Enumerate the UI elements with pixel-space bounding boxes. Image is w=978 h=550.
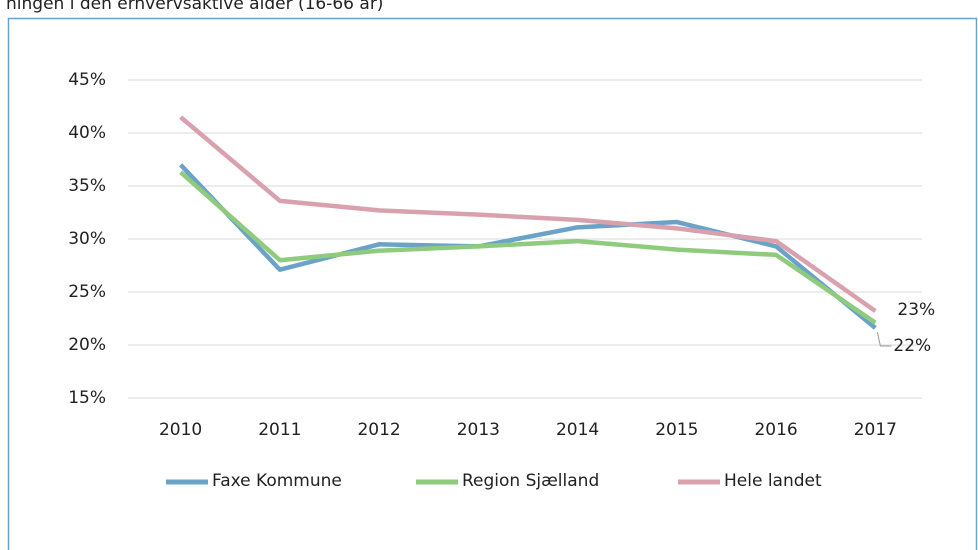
- series-line: [179, 115, 877, 313]
- x-tick-label: 2013: [457, 420, 500, 440]
- y-tick-label: 15%: [68, 388, 106, 408]
- y-tick-label: 35%: [68, 176, 106, 196]
- series-line: [179, 170, 877, 325]
- x-tick-label: 2011: [258, 420, 301, 440]
- y-tick-label: 40%: [68, 123, 106, 143]
- x-tick-label: 2014: [556, 420, 599, 440]
- y-tick-label: 25%: [68, 282, 106, 302]
- leader-line: [876, 331, 892, 347]
- data-label: 22%: [893, 336, 931, 356]
- x-tick-label: 2015: [655, 420, 698, 440]
- y-tick-label: 20%: [68, 335, 106, 355]
- x-tick-label: 2016: [754, 420, 797, 440]
- x-tick-label: 2010: [159, 420, 202, 440]
- frame: [7, 17, 978, 550]
- legend-label: Region Sjælland: [462, 471, 599, 491]
- y-tick-label: 30%: [68, 229, 106, 249]
- x-tick-label: 2012: [357, 420, 400, 440]
- series-line: [178, 163, 877, 330]
- legend-label: Hele landet: [724, 471, 822, 491]
- data-label: 23%: [897, 300, 935, 320]
- legend-label: Faxe Kommune: [212, 471, 342, 491]
- y-tick-label: 45%: [68, 70, 106, 90]
- x-tick-label: 2017: [854, 420, 897, 440]
- chart-title: ningen i den erhvervsaktive alder (16-66…: [6, 0, 383, 14]
